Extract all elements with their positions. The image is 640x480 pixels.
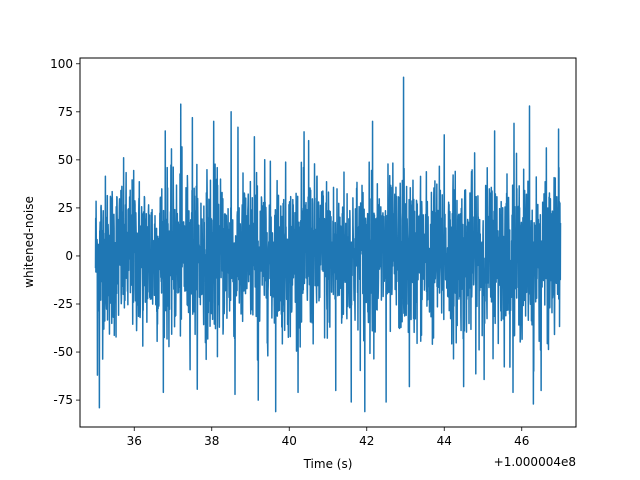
y-tick-label: 0 xyxy=(65,249,73,263)
y-axis-label: whitened-noise xyxy=(22,196,36,288)
x-tick-label: 38 xyxy=(204,434,219,448)
x-tick-label: 36 xyxy=(127,434,142,448)
whitened-noise-line xyxy=(94,76,562,413)
y-tick-label: -25 xyxy=(53,297,73,311)
y-tick-label: -50 xyxy=(53,345,73,359)
y-axis: -75 -50 -25 0 25 50 75 100 xyxy=(50,57,80,407)
y-tick-label: 100 xyxy=(50,57,73,71)
y-tick-label: 25 xyxy=(58,201,73,215)
plot-area xyxy=(79,57,577,428)
y-tick-label: 75 xyxy=(58,105,73,119)
x-axis-label: Time (s) xyxy=(303,457,353,471)
series-layer xyxy=(94,76,562,413)
x-tick-label: 44 xyxy=(437,434,452,448)
y-tick-label: -75 xyxy=(53,393,73,407)
x-tick-label: 42 xyxy=(359,434,374,448)
y-tick-label: 50 xyxy=(58,153,73,167)
x-axis-offset-text: +1.000004e8 xyxy=(494,455,576,469)
axes-frame xyxy=(79,57,577,428)
x-axis: 36 38 40 42 44 46 xyxy=(127,427,529,448)
x-tick-label: 46 xyxy=(514,434,529,448)
x-tick-label: 40 xyxy=(282,434,297,448)
